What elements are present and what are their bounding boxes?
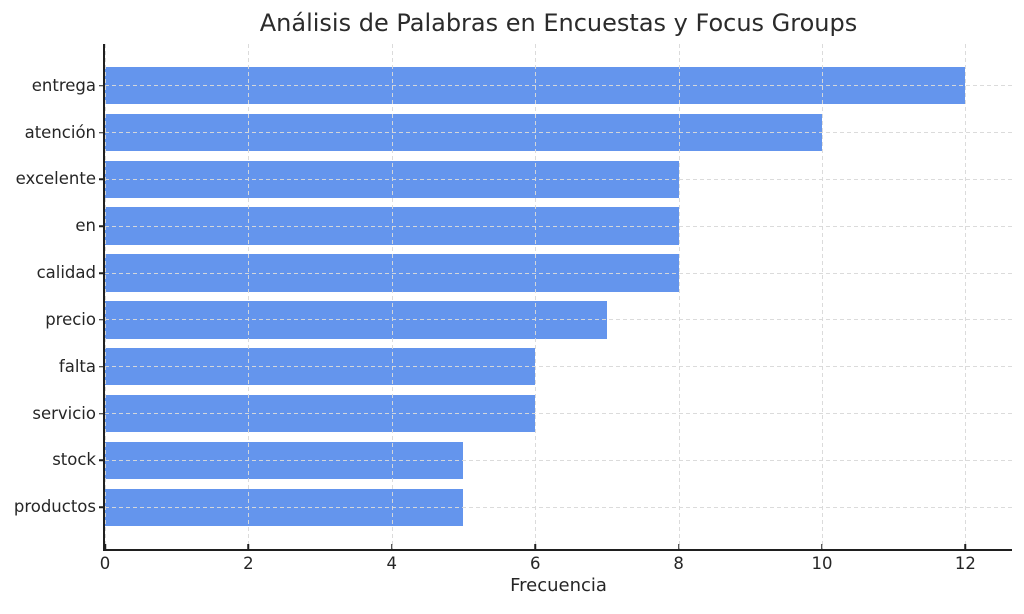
x-tick-label: 4	[386, 554, 398, 573]
chart-title: Análisis de Palabras en Encuestas y Focu…	[259, 9, 858, 37]
y-tick-label: en	[75, 215, 96, 235]
h-gridline	[105, 459, 1012, 461]
y-tick-label: atención	[24, 122, 96, 142]
y-tick-label: calidad	[36, 262, 96, 282]
v-gridline	[391, 44, 393, 549]
x-tick-label: 6	[529, 554, 541, 573]
x-tick-label: 2	[243, 554, 254, 573]
x-tick	[247, 544, 250, 549]
v-gridline	[678, 44, 680, 549]
y-tick	[99, 272, 104, 274]
x-tick	[821, 544, 823, 549]
x-tick	[104, 544, 106, 549]
h-gridline	[105, 225, 1012, 227]
x-tick	[964, 544, 967, 549]
x-tick	[677, 544, 680, 549]
y-tick	[99, 412, 104, 415]
x-tick-label: 8	[673, 554, 684, 573]
h-gridline	[105, 272, 1012, 274]
x-tick	[534, 544, 536, 549]
y-tick-label: excelente	[15, 169, 96, 189]
h-gridline	[105, 366, 1012, 368]
h-gridline	[105, 85, 1012, 87]
y-tick-label: precio	[45, 309, 96, 329]
bottom-spine	[103, 549, 1012, 551]
x-tick	[391, 544, 393, 549]
v-gridline	[535, 44, 537, 549]
h-gridline	[105, 178, 1012, 180]
y-tick-label: servicio	[32, 403, 96, 423]
y-tick-label: stock	[52, 450, 96, 470]
h-gridline	[105, 132, 1012, 134]
y-tick-label: entrega	[31, 75, 96, 95]
left-spine	[103, 44, 105, 551]
x-tick-label: 12	[954, 554, 976, 573]
y-tick-label: falta	[58, 356, 96, 376]
y-tick	[99, 131, 104, 134]
y-tick	[99, 84, 104, 87]
x-tick-label: 10	[811, 554, 833, 573]
y-tick	[99, 459, 104, 462]
v-gridline	[965, 44, 967, 549]
plot-area: 0 2 4 6 8 10 12 entrega atención excelente en calid…	[14, 44, 1012, 572]
y-tick-label: productos	[13, 497, 96, 517]
x-tick-label: 0	[99, 554, 111, 573]
v-gridline	[248, 44, 250, 549]
h-gridline	[105, 506, 1012, 508]
y-tick	[99, 225, 104, 227]
y-tick	[99, 506, 104, 509]
v-gridline	[105, 44, 106, 549]
h-gridline	[105, 319, 1012, 321]
y-tick	[99, 366, 104, 368]
h-gridline	[105, 413, 1012, 415]
x-axis-label: Frecuencia	[510, 575, 607, 596]
v-gridline	[821, 44, 823, 549]
y-tick	[99, 319, 104, 321]
y-tick	[99, 178, 104, 181]
